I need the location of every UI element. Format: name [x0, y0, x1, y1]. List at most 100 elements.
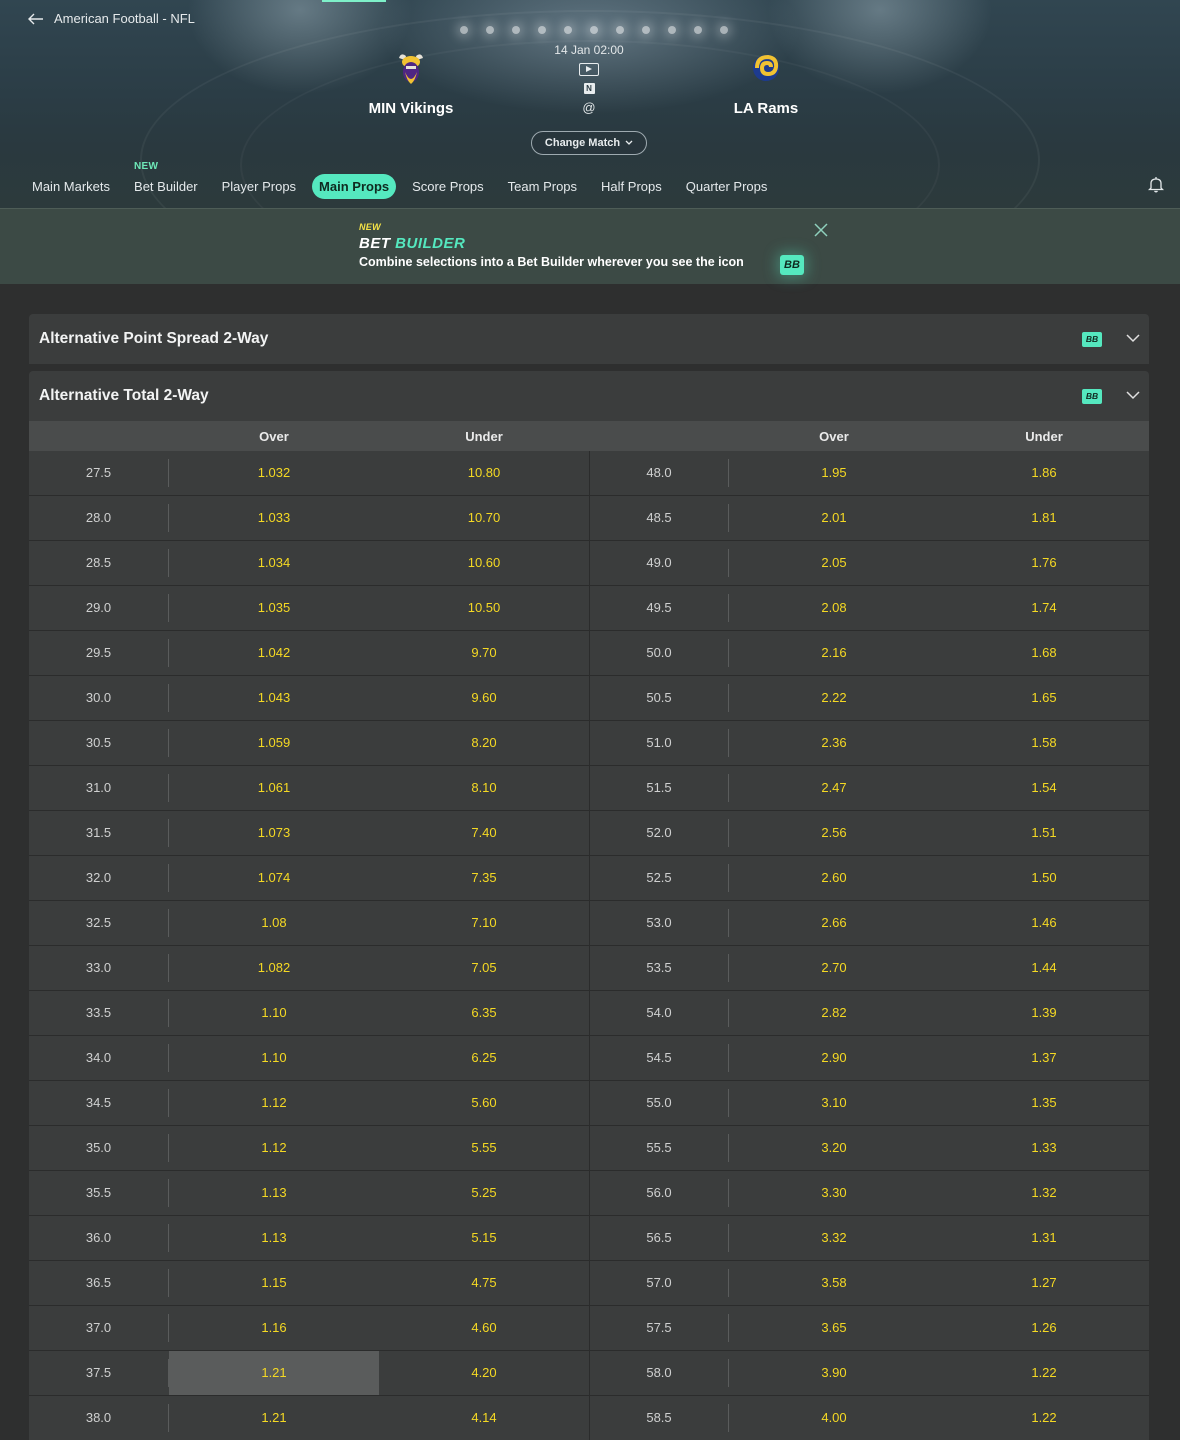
- odds-over[interactable]: 1.043: [257, 690, 291, 705]
- odds-under[interactable]: 1.22: [1031, 1410, 1057, 1425]
- odds-over[interactable]: 3.10: [821, 1095, 847, 1110]
- chevron-down-icon[interactable]: [1126, 391, 1140, 400]
- odds-over[interactable]: 1.073: [257, 825, 291, 840]
- odds-under[interactable]: 1.50: [1031, 870, 1057, 885]
- odds-under[interactable]: 10.60: [467, 555, 501, 570]
- bell-icon[interactable]: [1148, 176, 1164, 193]
- tab-label[interactable]: Player Props: [221, 178, 297, 194]
- odds-under[interactable]: 4.20: [471, 1365, 497, 1380]
- odds-over[interactable]: 2.36: [821, 735, 847, 750]
- odds-under[interactable]: 7.40: [471, 825, 497, 840]
- market-header[interactable]: Alternative Point Spread 2-Way BB: [29, 314, 1149, 364]
- odds-under[interactable]: 6.25: [471, 1050, 497, 1065]
- close-icon[interactable]: [813, 222, 829, 238]
- tab-team-props[interactable]: Team Props: [508, 179, 577, 194]
- odds-under[interactable]: 1.37: [1031, 1050, 1057, 1065]
- odds-over[interactable]: 3.30: [821, 1185, 847, 1200]
- odds-over[interactable]: 1.042: [257, 645, 291, 660]
- tab-label[interactable]: Half Props: [601, 178, 662, 194]
- tab-label[interactable]: Score Props: [412, 178, 484, 194]
- odds-over[interactable]: 2.70: [821, 960, 847, 975]
- odds-under[interactable]: 10.80: [467, 465, 501, 480]
- odds-over[interactable]: 1.034: [257, 555, 291, 570]
- odds-over[interactable]: 1.035: [257, 600, 291, 615]
- odds-over[interactable]: 1.08: [261, 915, 287, 930]
- change-match-button[interactable]: Change Match: [531, 131, 647, 155]
- odds-under[interactable]: 1.81: [1031, 510, 1057, 525]
- tab-player-props[interactable]: Player Props: [222, 179, 296, 194]
- odds-under[interactable]: 1.58: [1031, 735, 1057, 750]
- tab-label[interactable]: Team Props: [507, 178, 578, 194]
- odds-over[interactable]: 2.08: [821, 600, 847, 615]
- odds-under[interactable]: 8.20: [471, 735, 497, 750]
- odds-over[interactable]: 3.90: [821, 1365, 847, 1380]
- odds-over[interactable]: 2.22: [821, 690, 847, 705]
- odds-over[interactable]: 1.10: [261, 1050, 287, 1065]
- odds-over[interactable]: 1.032: [257, 465, 291, 480]
- odds-over[interactable]: 2.47: [821, 780, 847, 795]
- odds-over[interactable]: 1.13: [261, 1230, 287, 1245]
- odds-under[interactable]: 7.35: [471, 870, 497, 885]
- odds-under[interactable]: 1.33: [1031, 1140, 1057, 1155]
- tab-quarter-props[interactable]: Quarter Props: [686, 179, 768, 194]
- odds-over[interactable]: 1.95: [821, 465, 847, 480]
- chevron-down-icon[interactable]: [1126, 334, 1140, 343]
- odds-under[interactable]: 1.22: [1031, 1365, 1057, 1380]
- odds-over[interactable]: 1.21: [169, 1351, 379, 1395]
- odds-over[interactable]: 1.074: [257, 870, 291, 885]
- tab-half-props[interactable]: Half Props: [601, 179, 662, 194]
- odds-under[interactable]: 1.65: [1031, 690, 1057, 705]
- odds-over[interactable]: 2.66: [821, 915, 847, 930]
- odds-over[interactable]: 3.58: [821, 1275, 847, 1290]
- odds-under[interactable]: 1.76: [1031, 555, 1057, 570]
- tab-label[interactable]: Bet Builder: [134, 178, 198, 194]
- odds-under[interactable]: 10.50: [467, 600, 501, 615]
- market-title[interactable]: Alternative Total 2-Way: [39, 387, 209, 404]
- odds-under[interactable]: 5.60: [471, 1095, 497, 1110]
- odds-under[interactable]: 7.05: [471, 960, 497, 975]
- odds-over[interactable]: 1.13: [261, 1185, 287, 1200]
- odds-over[interactable]: 1.10: [261, 1005, 287, 1020]
- odds-under[interactable]: 8.10: [471, 780, 497, 795]
- odds-under[interactable]: 7.10: [471, 915, 497, 930]
- odds-under[interactable]: 1.86: [1031, 465, 1057, 480]
- back-arrow-icon[interactable]: [28, 13, 44, 25]
- odds-under[interactable]: 1.31: [1031, 1230, 1057, 1245]
- odds-under[interactable]: 4.60: [471, 1320, 497, 1335]
- odds-under[interactable]: 1.51: [1031, 825, 1057, 840]
- odds-over[interactable]: 2.60: [821, 870, 847, 885]
- odds-over[interactable]: 1.033: [257, 510, 291, 525]
- odds-over[interactable]: 1.059: [257, 735, 291, 750]
- odds-under[interactable]: 1.68: [1031, 645, 1057, 660]
- odds-under[interactable]: 4.75: [471, 1275, 497, 1290]
- odds-over[interactable]: 4.00: [821, 1410, 847, 1425]
- tab-label[interactable]: Main Markets: [32, 178, 111, 194]
- breadcrumb[interactable]: American Football - NFL: [28, 11, 195, 26]
- odds-under[interactable]: 10.70: [467, 510, 501, 525]
- odds-under[interactable]: 5.55: [471, 1140, 497, 1155]
- odds-under[interactable]: 4.14: [471, 1410, 497, 1425]
- odds-under[interactable]: 1.27: [1031, 1275, 1057, 1290]
- tab-bet-builder[interactable]: NEW Bet Builder: [134, 161, 198, 194]
- odds-over[interactable]: 3.65: [821, 1320, 847, 1335]
- odds-under[interactable]: 5.25: [471, 1185, 497, 1200]
- odds-over[interactable]: 2.16: [821, 645, 847, 660]
- odds-under[interactable]: 1.44: [1031, 960, 1057, 975]
- tab-label[interactable]: Quarter Props: [685, 178, 768, 194]
- odds-over[interactable]: 2.01: [821, 510, 847, 525]
- odds-under[interactable]: 1.46: [1031, 915, 1057, 930]
- video-icon[interactable]: [579, 63, 599, 76]
- odds-over[interactable]: 2.56: [821, 825, 847, 840]
- odds-under[interactable]: 9.60: [471, 690, 497, 705]
- odds-over[interactable]: 3.32: [821, 1230, 847, 1245]
- market-title[interactable]: Alternative Point Spread 2-Way: [39, 330, 269, 347]
- odds-under[interactable]: 1.54: [1031, 780, 1057, 795]
- market-alt-total[interactable]: Alternative Total 2-Way BB: [29, 371, 1149, 421]
- odds-under[interactable]: 1.26: [1031, 1320, 1057, 1335]
- tab-main-markets[interactable]: Main Markets: [32, 179, 110, 194]
- odds-under[interactable]: 1.35: [1031, 1095, 1057, 1110]
- odds-over[interactable]: 2.82: [821, 1005, 847, 1020]
- odds-over[interactable]: 1.21: [261, 1410, 287, 1425]
- odds-over[interactable]: 1.15: [261, 1275, 287, 1290]
- breadcrumb-label[interactable]: American Football - NFL: [54, 11, 195, 26]
